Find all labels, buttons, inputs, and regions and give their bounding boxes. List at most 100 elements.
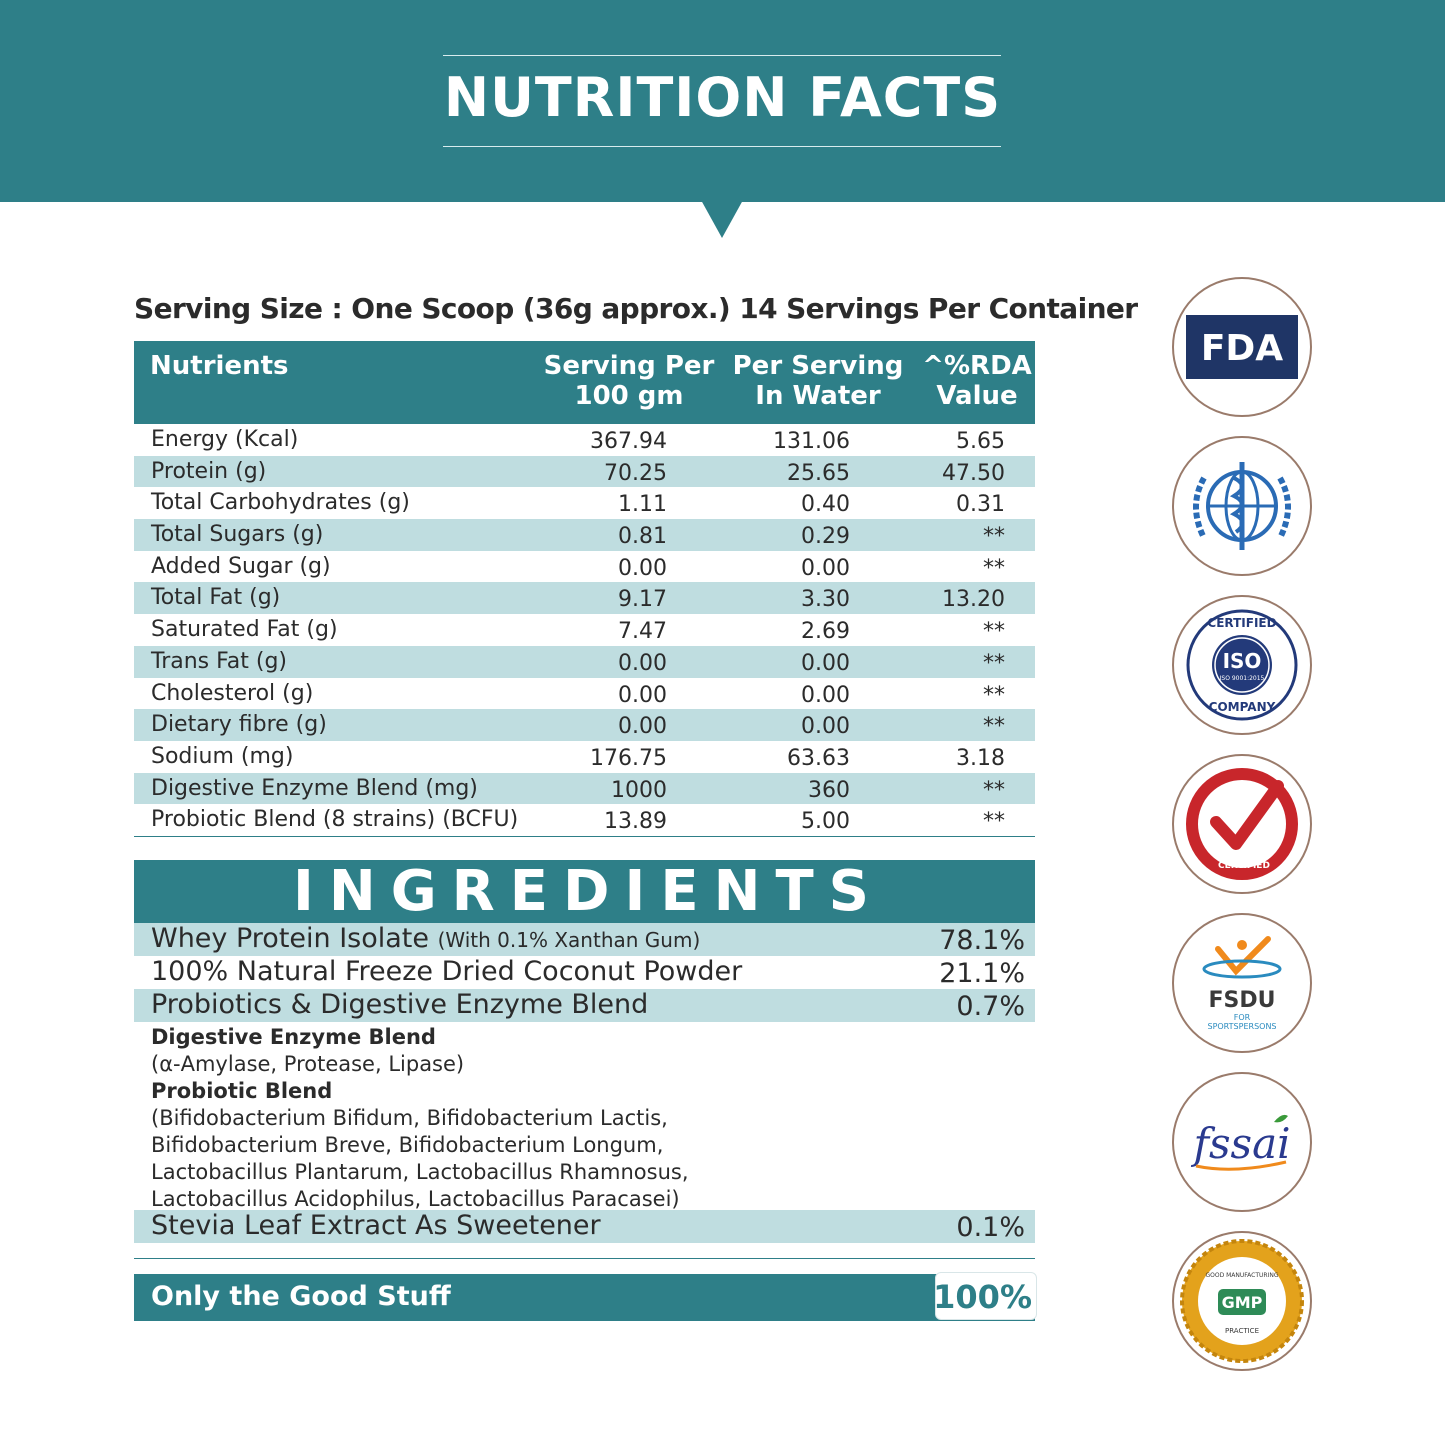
- probiotic-blend-title: Probiotic Blend: [151, 1079, 333, 1103]
- value-per-100gm: 7.47: [618, 619, 667, 645]
- haccp-certified-text: CERTIFIED: [1218, 861, 1270, 871]
- header-band: [0, 0, 1445, 202]
- value-per-serving: 360: [808, 777, 850, 803]
- value-rda: **: [983, 777, 1005, 803]
- iso-text: ISO: [1223, 649, 1262, 673]
- value-per-serving: 0.00: [801, 714, 850, 740]
- value-per-serving: 5.00: [801, 809, 850, 835]
- gmp-top-text: GOOD MANUFACTURING: [1205, 1272, 1278, 1279]
- value-per-serving: 131.06: [773, 429, 850, 454]
- iso-bottom-text: COMPANY: [1209, 700, 1276, 714]
- nutrient-name: Trans Fat (g): [151, 648, 287, 674]
- good-stuff-percent-box: 100%: [933, 1272, 1037, 1320]
- ingredients-title: INGREDIENTS: [134, 860, 1035, 923]
- ingredient-row: Probiotics & Digestive Enzyme Blend 0.7%: [134, 989, 1035, 1022]
- table-row: Cholesterol (g) 0.00 0.00 **: [134, 678, 1035, 710]
- probiotic-line: Bifidobacterium Breve, Bifidobacterium L…: [151, 1133, 664, 1157]
- gmp-bottom-text: PRACTICE: [1225, 1327, 1259, 1335]
- value-per-serving: 2.69: [801, 619, 850, 645]
- header-per-100gm-line1: Serving Per: [543, 351, 715, 381]
- good-stuff-bar: Only the Good Stuff 100%: [134, 1272, 1037, 1321]
- nutrient-name: Total Fat (g): [151, 585, 281, 611]
- fda-text: FDA: [1201, 328, 1283, 369]
- header-pointer: [701, 200, 743, 238]
- nutrient-name: Protein (g): [151, 458, 267, 484]
- value-per-100gm: 1.11: [618, 492, 667, 518]
- ingredient-name: 100% Natural Freeze Dried Coconut Powder: [151, 956, 743, 987]
- table-row: Total Carbohydrates (g) 1.11 0.40 0.31: [134, 487, 1035, 519]
- value-rda: **: [983, 682, 1005, 708]
- header-per-100gm-line2: 100 gm: [574, 381, 684, 411]
- iso-badge: ISO ISO 9001:2015 CERTIFIED COMPANY: [1172, 595, 1312, 735]
- value-per-serving: 0.00: [801, 555, 850, 581]
- haccp-text: HACCP: [1224, 786, 1266, 799]
- haccp-seal-icon: HACCP CERTIFIED: [1186, 768, 1298, 880]
- fsdu-sub-line1: FOR: [1234, 1013, 1251, 1022]
- good-stuff-label: Only the Good Stuff: [151, 1281, 451, 1312]
- probiotic-line: (Bifidobacterium Bifidum, Bifidobacteriu…: [151, 1106, 668, 1130]
- ingredient-note: (With 0.1% Xanthan Gum): [437, 928, 701, 952]
- ingredient-name-wrap: Whey Protein Isolate (With 0.1% Xanthan …: [151, 923, 700, 954]
- table-row: Trans Fat (g) 0.00 0.00 **: [134, 645, 1035, 678]
- nutrient-name: Total Sugars (g): [151, 522, 324, 548]
- value-per-100gm: 13.89: [604, 809, 667, 835]
- header-rule-bottom: [443, 146, 1001, 147]
- value-per-100gm: 0.00: [618, 714, 667, 740]
- nutrient-name: Total Carbohydrates (g): [151, 490, 410, 516]
- table-row: Saturated Fat (g) 7.47 2.69 **: [134, 614, 1035, 646]
- value-rda: **: [983, 714, 1005, 740]
- ingredient-name: Probiotics & Digestive Enzyme Blend: [151, 989, 649, 1020]
- iso-seal-icon: ISO ISO 9001:2015 CERTIFIED COMPANY: [1186, 609, 1298, 721]
- iso-top-text: CERTIFIED: [1207, 616, 1276, 630]
- ingredient-name: Stevia Leaf Extract As Sweetener: [151, 1210, 601, 1241]
- value-per-100gm: 367.94: [590, 429, 667, 454]
- ingredient-row-sweetener: Stevia Leaf Extract As Sweetener 0.1%: [134, 1210, 1035, 1243]
- nutrient-name: Saturated Fat (g): [151, 617, 338, 643]
- table-row: Protein (g) 70.25 25.65 47.50: [134, 455, 1035, 488]
- table-row: Energy (Kcal) 367.94 131.06 5.65: [134, 424, 1035, 456]
- nutrition-bottom-rule: [134, 835, 1035, 837]
- who-badge: [1172, 436, 1312, 576]
- value-rda: 0.31: [956, 492, 1005, 518]
- header-per-serving-line1: Per Serving: [732, 351, 904, 381]
- header-nutrients: Nutrients: [150, 351, 289, 381]
- ingredient-percent: 0.1%: [956, 1212, 1025, 1243]
- who-emblem-icon: [1193, 462, 1291, 550]
- table-row: Sodium (mg) 176.75 63.63 3.18: [134, 741, 1035, 773]
- probiotic-line: Lactobacillus Acidophilus, Lactobacillus…: [151, 1187, 680, 1211]
- value-rda: **: [983, 524, 1005, 550]
- iso-sub-text: ISO 9001:2015: [1220, 675, 1265, 682]
- gmp-text: GMP: [1222, 1293, 1263, 1312]
- gmp-badge: GMP GOOD MANUFACTURING PRACTICE: [1172, 1231, 1312, 1371]
- table-row: Total Fat (g) 9.17 3.30 13.20: [134, 582, 1035, 615]
- table-row: Total Sugars (g) 0.81 0.29 **: [134, 519, 1035, 551]
- header-rda-value: ^%RDA Value: [917, 351, 1037, 411]
- value-rda: **: [983, 809, 1005, 835]
- table-row: Dietary fibre (g) 0.00 0.00 **: [134, 709, 1035, 741]
- fda-badge: FDA: [1172, 277, 1312, 417]
- nutrition-table-header: Nutrients Serving Per 100 gm Per Serving…: [134, 341, 1035, 424]
- value-rda: **: [983, 619, 1005, 645]
- value-rda: 47.50: [942, 460, 1005, 486]
- value-per-serving: 0.00: [801, 682, 850, 708]
- value-rda: **: [983, 555, 1005, 581]
- fsdu-sub-line2: SPORTSPERSONS: [1207, 1022, 1276, 1031]
- value-rda: 3.18: [956, 745, 1005, 771]
- fsdu-text: FSDU: [1209, 988, 1276, 1013]
- ingredient-percent: 0.7%: [956, 991, 1025, 1022]
- nutrient-name: Probiotic Blend (8 strains) (BCFU): [151, 807, 519, 833]
- fssai-text: fssai: [1190, 1119, 1290, 1168]
- value-per-100gm: 0.00: [618, 682, 667, 708]
- fssai-logo-icon: fssai: [1190, 1114, 1291, 1171]
- fsdu-logo-icon: FSDU FOR SPORTSPERSONS: [1202, 936, 1282, 1031]
- value-per-serving: 0.29: [801, 524, 850, 550]
- fsdu-badge: FSDU FOR SPORTSPERSONS: [1172, 913, 1312, 1053]
- good-stuff-percent: 100%: [933, 1278, 1032, 1316]
- value-per-serving: 0.00: [801, 650, 850, 676]
- page-title: NUTRITION FACTS: [443, 66, 1002, 129]
- header-per-serving-water: Per Serving In Water: [728, 351, 908, 411]
- ingredient-name: Whey Protein Isolate: [151, 923, 430, 954]
- value-per-100gm: 176.75: [590, 745, 667, 771]
- ingredient-percent: 78.1%: [939, 925, 1025, 956]
- header-rda-line2: Value: [936, 381, 1018, 411]
